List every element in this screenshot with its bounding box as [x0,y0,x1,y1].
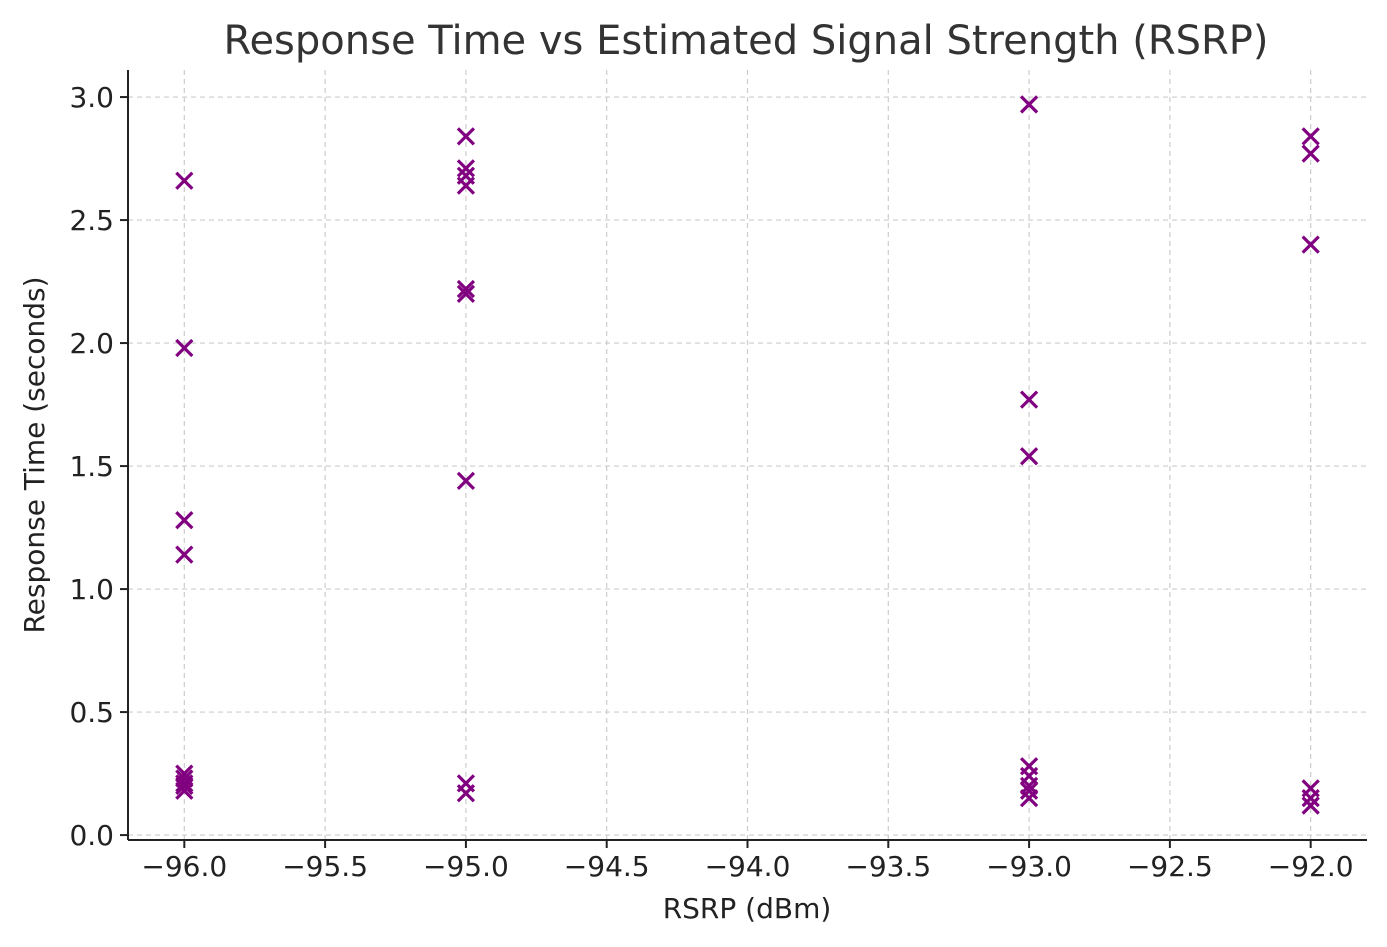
data-point [175,171,194,190]
y-tick-label: 3.0 [69,81,114,114]
x-tick-label: −92.0 [1268,850,1354,883]
data-point [1301,789,1320,808]
y-tick-label: 0.5 [69,696,114,729]
data-point [1301,144,1320,163]
data-point [456,471,476,490]
data-point [1301,127,1320,146]
x-tick-label: −93.0 [986,850,1072,883]
x-tick-label: −96.0 [141,850,227,883]
x-ticks: −96.0 −95.5 −95.0 −94.5 −94.0 −93.5 −93.0 −92.5… [141,840,1354,883]
data-point [1019,781,1039,800]
data-point [175,545,194,564]
data-point [456,279,476,299]
x-tick-label: −92.5 [1127,850,1213,883]
data-point [175,774,194,793]
y-tick-label: 2.0 [69,327,114,360]
y-tick-label: 1.5 [69,450,114,483]
data-point [1019,95,1039,114]
y-ticks: 0.0 0.5 1.0 1.5 2.0 2.5 3.0 [69,81,128,852]
data-point [456,284,476,303]
data-point [175,511,194,530]
data-point [456,784,476,803]
y-axis-label: Response Time (seconds) [18,276,51,633]
axes [127,70,1367,841]
y-tick-label: 0.0 [69,819,114,852]
data-point [1019,390,1039,409]
data-point [1019,789,1039,808]
data-point [175,776,194,796]
chart-title: Response Time vs Estimated Signal Streng… [223,18,1268,64]
x-tick-label: −93.5 [845,850,931,883]
data-point [456,127,476,146]
data-point [1301,235,1320,254]
x-tick-label: −95.5 [282,850,368,883]
data-point [175,781,194,800]
data-point [175,338,194,358]
x-axis-label: RSRP (dBm) [663,892,832,925]
data-point [456,159,476,178]
data-point [1019,447,1039,466]
data-points [175,95,1320,815]
grid [128,70,1367,840]
x-tick-label: −95.0 [423,850,509,883]
data-point [1301,796,1320,815]
y-tick-label: 2.5 [69,204,114,237]
y-tick-label: 1.0 [69,573,114,606]
data-point [456,176,476,195]
x-tick-label: −94.5 [564,850,650,883]
x-tick-label: −94.0 [705,850,791,883]
